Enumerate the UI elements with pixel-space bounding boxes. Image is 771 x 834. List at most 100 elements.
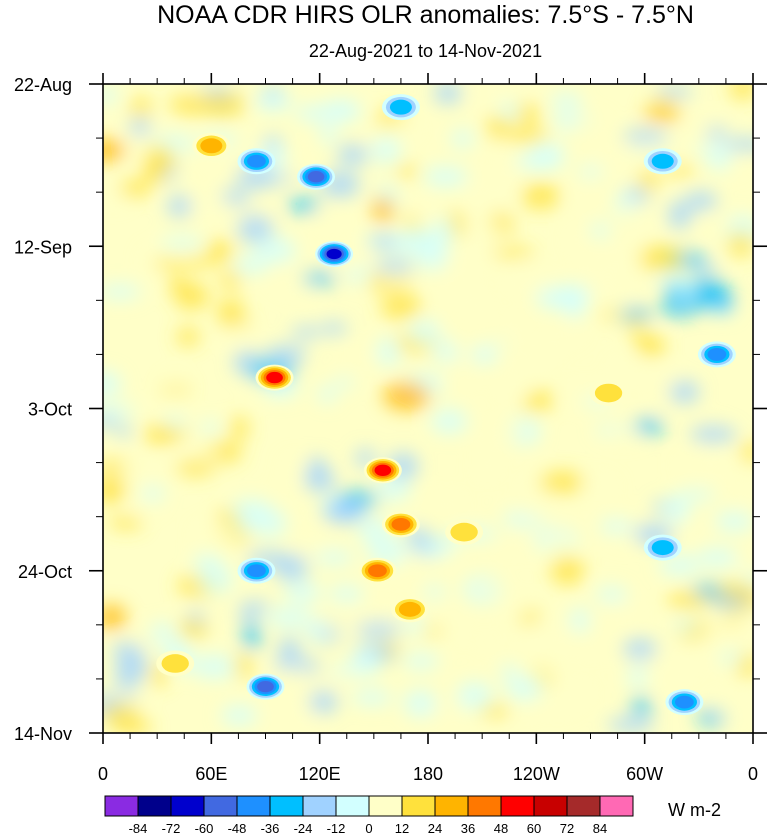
anomaly-contour xyxy=(368,564,387,578)
background-blob xyxy=(175,460,215,476)
background-blob xyxy=(129,117,150,137)
background-blob xyxy=(543,534,574,556)
background-blob xyxy=(130,637,172,649)
background-blob xyxy=(168,274,187,294)
background-blob xyxy=(506,126,549,143)
background-blob xyxy=(351,689,393,706)
background-blob xyxy=(655,667,680,695)
background-blob xyxy=(456,681,494,710)
background-blob xyxy=(648,96,679,115)
background-blob xyxy=(483,422,526,441)
anomaly-feature xyxy=(156,650,195,677)
background-blob xyxy=(427,494,466,514)
background-blob xyxy=(327,670,358,690)
background-blob xyxy=(383,381,431,411)
background-blob xyxy=(688,252,706,269)
background-blob xyxy=(167,195,192,218)
background-blob xyxy=(517,626,550,649)
colorbar-swatch xyxy=(335,795,370,817)
anomaly-contour xyxy=(674,695,694,709)
background-blob xyxy=(602,603,643,626)
background-blob xyxy=(423,585,446,598)
background-blob xyxy=(712,290,734,313)
background-blob xyxy=(556,684,594,702)
anomaly-contour xyxy=(374,464,392,476)
colorbar-swatch xyxy=(467,795,502,817)
background-blob xyxy=(435,217,455,246)
anomaly-contour xyxy=(247,564,266,578)
background-blob xyxy=(700,621,720,651)
x-tick-label: 120E xyxy=(299,764,341,784)
colorbar-swatch xyxy=(599,795,634,817)
colorbar-swatch xyxy=(500,795,535,817)
anomaly-features xyxy=(156,94,736,716)
background-blob xyxy=(284,581,321,603)
background-blob xyxy=(566,292,584,321)
background-blob xyxy=(155,428,189,441)
anomaly-contour xyxy=(326,248,342,260)
background-blob xyxy=(221,705,258,726)
anomaly-contour xyxy=(389,99,412,115)
background-blob xyxy=(550,555,585,586)
colorbar-label: 48 xyxy=(494,821,508,834)
background-blob xyxy=(578,166,603,178)
background-blob xyxy=(559,317,583,342)
background-blob xyxy=(254,237,297,264)
anomaly-feature xyxy=(255,364,294,391)
background-blob xyxy=(505,676,544,701)
background-blob xyxy=(741,440,753,464)
background-blob xyxy=(640,371,679,387)
background-blob xyxy=(140,486,166,501)
background-blob xyxy=(638,245,685,272)
background-blob xyxy=(115,424,133,438)
background-blob xyxy=(566,227,585,252)
anomaly-contour xyxy=(651,540,674,556)
background-blob xyxy=(729,84,753,100)
anomaly-feature xyxy=(315,240,354,267)
background-blob xyxy=(622,129,669,144)
background-blob xyxy=(699,447,719,470)
background-blob xyxy=(198,564,233,594)
background-blob xyxy=(695,264,717,276)
background-blob xyxy=(103,284,142,300)
background-blob xyxy=(216,298,245,323)
background-blob xyxy=(291,528,334,559)
background-blob xyxy=(669,380,700,404)
background-blob xyxy=(678,489,716,501)
colorbar-label: -48 xyxy=(228,821,247,834)
colorbar-label: 84 xyxy=(593,821,607,834)
background-blob xyxy=(668,200,692,230)
background-blob xyxy=(599,519,632,534)
anomaly-contour xyxy=(651,153,674,169)
colorbar-swatch xyxy=(104,795,139,817)
colorbar-label: -24 xyxy=(294,821,313,834)
background-blob xyxy=(142,248,161,276)
colorbar-swatch xyxy=(566,795,601,817)
background-blob xyxy=(303,271,337,286)
anomaly-contour xyxy=(398,601,421,617)
background-blob xyxy=(511,700,540,717)
background-blob xyxy=(320,322,348,335)
colorbar-swatch xyxy=(269,795,304,817)
background-blob xyxy=(185,193,231,219)
background-blob xyxy=(103,604,127,630)
background-blob xyxy=(433,84,462,105)
background-blob xyxy=(230,416,249,440)
anomaly-feature xyxy=(643,534,682,561)
background-blob xyxy=(665,279,683,309)
colorbar-label: 36 xyxy=(461,821,475,834)
background-blob xyxy=(433,629,473,640)
background-blob xyxy=(715,583,753,597)
background-blob xyxy=(607,427,642,442)
background-blob xyxy=(572,114,608,137)
anomaly-contour xyxy=(450,522,478,542)
x-tick-label: 0 xyxy=(98,764,108,784)
background-blob xyxy=(205,239,235,264)
background-blob xyxy=(587,265,628,292)
colorbar-label: -36 xyxy=(261,821,280,834)
background-blob xyxy=(535,287,576,310)
background-blob xyxy=(619,307,653,323)
anomaly-contour xyxy=(594,383,623,403)
background-blob xyxy=(314,550,354,565)
x-tick-label: 0 xyxy=(748,764,758,784)
